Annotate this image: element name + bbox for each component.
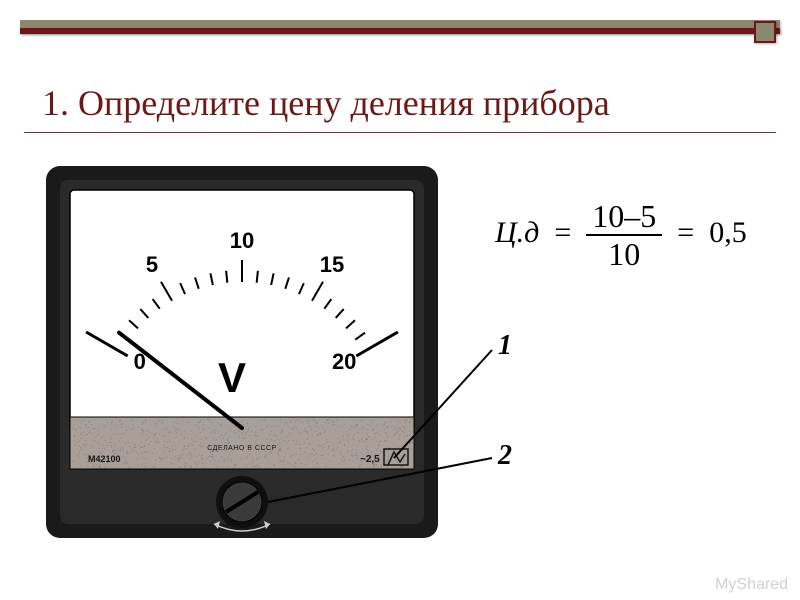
svg-text:5: 5 [146,252,158,277]
page-title: 1. Определите цену деления прибора [42,82,610,124]
svg-text:10: 10 [230,228,254,253]
svg-text:V: V [218,354,246,401]
formula-lhs: Ц.д [495,216,539,249]
svg-text:М42100: М42100 [88,454,121,464]
watermark: MyShared [715,576,788,594]
formula-fraction: 10–5 10 [586,200,662,270]
svg-text:20: 20 [332,349,356,374]
formula-rhs: 0,5 [709,216,747,249]
voltmeter-diagram: 05101520VМ42100СДЕЛАНО В СССР~2,5 [42,162,442,542]
title-underline [24,132,776,133]
svg-text:15: 15 [320,252,344,277]
corner-square-icon [754,21,776,43]
callout-label-2: 2 [498,440,512,472]
svg-text:~2,5: ~2,5 [360,454,380,465]
callout-label-1: 1 [498,330,512,362]
formula-numerator: 10–5 [586,200,662,236]
formula-denominator: 10 [586,236,662,270]
svg-text:СДЕЛАНО В СССР: СДЕЛАНО В СССР [207,445,276,452]
top-bar [20,20,780,44]
top-bar-accent [20,28,780,34]
scale-division-formula: Ц.д = 10–5 10 = 0,5 [495,200,747,270]
